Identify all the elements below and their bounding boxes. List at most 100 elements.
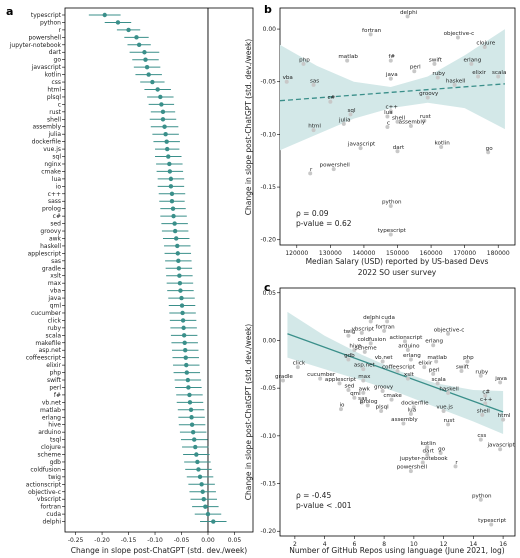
panel-a-ytick-label-cuda: cuda xyxy=(46,511,61,518)
panel-c-point-c++ xyxy=(483,401,488,406)
panel-c-point-gdb xyxy=(346,357,351,362)
panel-c-point-label-gradle: gradle xyxy=(275,374,293,380)
panel-c-point-click xyxy=(295,365,300,370)
panel-a-xtick-label: -0.20 xyxy=(94,537,110,544)
panel-c-regression-line xyxy=(287,333,504,413)
panel-c-point-label-scheme: scheme xyxy=(355,345,377,351)
panel-c-point-label-coldfusion: coldfusion xyxy=(357,337,386,343)
panel-b-xtick-label: 130000 xyxy=(319,250,342,257)
panel-a-point-sass xyxy=(169,199,175,204)
panel-c-point-label-objective-c: objective-c xyxy=(434,327,465,333)
panel-c-point-dart xyxy=(425,452,430,457)
panel-c-point-label-vbscript: vbscript xyxy=(352,326,375,332)
panel-b-point-label-typescript: typescript xyxy=(378,228,407,234)
panel-c-point-label-cucumber: cucumber xyxy=(307,372,336,378)
panel-c-point-vue.js xyxy=(441,409,446,414)
panel-c-xtick-label: 12 xyxy=(440,541,448,548)
panel-a-ytick-label-sas: sas xyxy=(51,258,61,265)
panel-c-point-haskell xyxy=(446,390,451,395)
panel-a-ytick-label-applescript: applescript xyxy=(28,250,62,257)
panel-a-point-twig xyxy=(197,474,203,480)
panel-c-point-label-javascript: javascript xyxy=(486,443,515,449)
panel-c-ytick-label: -0.20 xyxy=(260,528,276,535)
panel-b-point-swift xyxy=(432,61,437,66)
panel-a-point-rust xyxy=(160,109,166,115)
panel-c-point-css xyxy=(478,437,483,442)
panel-c-label: c xyxy=(264,281,271,294)
panel-a-ytick-label-kotlin: kotlin xyxy=(45,72,62,79)
panel-a-point-prolog xyxy=(170,206,176,211)
panel-b-point-typescript xyxy=(388,232,393,237)
panel-c-point-label-rust: rust xyxy=(444,418,456,424)
panel-c-point-label-hive: hive xyxy=(349,344,361,350)
panel-c-point-swift xyxy=(459,368,464,373)
panel-b-point-php xyxy=(301,61,306,66)
panel-b-ytick-label: -0.15 xyxy=(260,184,276,191)
panel-c-point-max xyxy=(361,378,366,383)
panel-b-xtick-label: 160000 xyxy=(420,250,443,257)
panel-b-point-label-java: java xyxy=(385,72,398,78)
panel-c-point-label-lua: lua xyxy=(408,407,417,413)
panel-b-point-shell xyxy=(395,119,400,124)
panel-c-point-label-erlang: erlang xyxy=(403,353,421,359)
panel-c-point-plsql xyxy=(379,409,384,414)
panel-b-point-label-html: html xyxy=(308,124,321,130)
panel-b-point-groovy xyxy=(425,95,430,100)
panel-a-point-go xyxy=(143,57,148,62)
panel-b-point-label-lua: lua xyxy=(384,110,393,116)
panel-a-ytick-label-awk: awk xyxy=(49,235,62,242)
panel-c-point-scheme xyxy=(362,349,367,354)
panel-a-ytick-label-hive: hive xyxy=(48,422,61,429)
panel-c-point-python xyxy=(478,497,483,502)
panel-a-point-actionscript xyxy=(199,482,204,487)
panel-b-point-dart xyxy=(395,149,400,154)
panel-a-point-plsql xyxy=(158,94,163,100)
panel-b-point-r xyxy=(308,171,313,176)
panel-a-frame xyxy=(64,7,254,533)
panel-b-ytick-label: -0.05 xyxy=(260,79,276,86)
panel-b-rho: ρ = 0.09 xyxy=(296,209,329,218)
panel-a-ytick-label-qml: qml xyxy=(50,303,62,310)
panel-a-point-makefile xyxy=(182,340,187,345)
panel-c-point-label-shell: shell xyxy=(477,408,490,414)
panel-c-point-label-dart: dart xyxy=(423,448,435,454)
panel-c-point-label-max: max xyxy=(358,374,371,380)
panel-c-point-perl xyxy=(431,371,436,376)
panel-c-point-label-applescript: applescript xyxy=(325,377,357,383)
panel-b-point-fortran xyxy=(368,32,373,37)
panel-b-point-matlab xyxy=(345,58,350,63)
panel-a-point-css xyxy=(150,79,155,85)
panel-a-ytick-label-vbscript: vbscript xyxy=(37,496,62,503)
panel-a-point-f# xyxy=(187,392,192,398)
panel-a-forest-plot: typescriptpythonrpowershelljupyter-noteb… xyxy=(9,8,241,544)
panel-a-ytick-label-actionscript: actionscript xyxy=(26,481,62,488)
panel-a-point-lua xyxy=(168,176,174,182)
panel-c-point-label-c++: c++ xyxy=(480,397,493,403)
panel-a-ytick-label-matlab: matlab xyxy=(40,407,61,414)
panel-b-point-c xyxy=(385,125,390,130)
panel-a-point-perl xyxy=(186,385,191,390)
panel-b-xtick-label: 120000 xyxy=(285,250,308,257)
panel-b-label: b xyxy=(264,3,272,16)
panel-c-point-label-scala: scala xyxy=(431,377,445,383)
panel-b-point-c# xyxy=(328,99,333,104)
panel-a-ytick-label-groovy: groovy xyxy=(40,228,61,235)
panel-c-point-applescript xyxy=(337,381,342,386)
panel-c-point-label-sed: sed xyxy=(344,384,354,390)
panel-b-point-label-powershell: powershell xyxy=(320,163,351,169)
panel-c-xtick-label: 6 xyxy=(352,541,356,548)
panel-b-point-label-c++: c++ xyxy=(386,105,399,111)
panel-c-point-label-sas: sas xyxy=(358,396,367,402)
panel-a-ytick-label-objective-c: objective-c xyxy=(28,489,61,496)
panel-a-point-julia xyxy=(163,131,168,137)
panel-b-point-label-delphi: delphi xyxy=(400,10,418,16)
panel-c-point-label-delphi: delphi xyxy=(363,315,381,321)
panel-a-point-gdb xyxy=(195,459,200,465)
panel-a-xlabel: Change in slope post-ChatGPT (std. dev./… xyxy=(71,546,248,555)
panel-a-ytick-label-vue.js: vue.js xyxy=(43,146,61,153)
panel-a-point-nginx xyxy=(167,161,172,167)
panel-a-point-awk xyxy=(174,236,179,241)
panel-a-ytick-label-jupyter-notebook: jupyter-notebook xyxy=(9,42,62,49)
panel-c-point-label-r: r xyxy=(455,460,458,466)
